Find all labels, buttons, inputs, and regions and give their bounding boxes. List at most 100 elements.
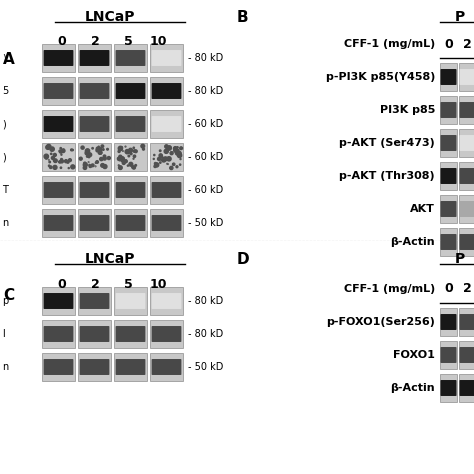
- FancyBboxPatch shape: [440, 314, 456, 330]
- Text: n: n: [2, 218, 8, 228]
- Circle shape: [63, 149, 64, 150]
- Bar: [114, 44, 147, 72]
- Bar: [42, 353, 75, 381]
- FancyBboxPatch shape: [440, 234, 456, 250]
- Text: C: C: [3, 288, 14, 303]
- Circle shape: [95, 162, 96, 163]
- Circle shape: [103, 155, 106, 157]
- Circle shape: [103, 164, 107, 169]
- Circle shape: [107, 156, 110, 160]
- Text: β-Actin: β-Actin: [391, 383, 435, 393]
- Circle shape: [83, 163, 87, 167]
- Circle shape: [88, 153, 91, 157]
- Circle shape: [121, 161, 123, 162]
- Bar: [459, 308, 474, 336]
- Circle shape: [132, 166, 136, 169]
- FancyBboxPatch shape: [152, 293, 182, 309]
- Circle shape: [88, 156, 90, 158]
- Bar: [459, 374, 474, 402]
- Bar: [114, 77, 147, 105]
- Circle shape: [175, 151, 179, 155]
- Text: FOXO1: FOXO1: [393, 350, 435, 360]
- Circle shape: [92, 147, 93, 149]
- Bar: [114, 287, 147, 315]
- FancyBboxPatch shape: [44, 359, 73, 375]
- Circle shape: [173, 163, 175, 165]
- Bar: [150, 209, 183, 237]
- Bar: [150, 287, 183, 315]
- Bar: [114, 143, 147, 171]
- Circle shape: [180, 147, 182, 150]
- Bar: [440, 96, 457, 124]
- FancyBboxPatch shape: [80, 182, 109, 198]
- Circle shape: [170, 152, 173, 155]
- Circle shape: [54, 159, 57, 163]
- Bar: [150, 320, 183, 348]
- Circle shape: [135, 150, 137, 153]
- Circle shape: [165, 145, 168, 148]
- Circle shape: [50, 147, 55, 151]
- Text: 2: 2: [463, 37, 472, 51]
- Bar: [114, 353, 147, 381]
- Text: - 60 kD: - 60 kD: [188, 152, 223, 162]
- Text: LNCaP: LNCaP: [85, 10, 135, 24]
- Circle shape: [72, 149, 73, 151]
- FancyBboxPatch shape: [44, 83, 73, 99]
- Text: 0: 0: [444, 37, 453, 51]
- Circle shape: [54, 154, 56, 156]
- Bar: [78, 44, 111, 72]
- Circle shape: [62, 149, 65, 153]
- Circle shape: [99, 150, 100, 151]
- Bar: [459, 96, 474, 124]
- Circle shape: [118, 158, 120, 160]
- Circle shape: [133, 147, 135, 148]
- FancyBboxPatch shape: [152, 326, 182, 342]
- Bar: [440, 374, 457, 402]
- Text: CFF-1 (mg/mL): CFF-1 (mg/mL): [344, 284, 435, 294]
- Circle shape: [122, 162, 125, 164]
- Text: 0: 0: [58, 35, 66, 48]
- Bar: [42, 320, 75, 348]
- Circle shape: [46, 145, 50, 149]
- Bar: [150, 176, 183, 204]
- Text: ): ): [2, 119, 6, 129]
- Text: - 80 kD: - 80 kD: [188, 329, 223, 339]
- Circle shape: [99, 151, 102, 154]
- Bar: [150, 353, 183, 381]
- Circle shape: [167, 146, 171, 150]
- Text: 2: 2: [91, 35, 100, 48]
- Bar: [440, 308, 457, 336]
- Bar: [440, 162, 457, 190]
- Circle shape: [98, 151, 102, 154]
- Text: P: P: [455, 10, 465, 24]
- Circle shape: [129, 152, 131, 154]
- Bar: [78, 287, 111, 315]
- Bar: [78, 143, 111, 171]
- Circle shape: [67, 161, 69, 163]
- Circle shape: [170, 166, 173, 170]
- Circle shape: [177, 153, 182, 157]
- FancyBboxPatch shape: [440, 380, 456, 396]
- FancyBboxPatch shape: [440, 135, 456, 151]
- FancyBboxPatch shape: [44, 326, 73, 342]
- Circle shape: [164, 149, 168, 154]
- Circle shape: [48, 165, 50, 166]
- Text: A: A: [3, 52, 15, 67]
- Circle shape: [89, 165, 91, 167]
- Circle shape: [98, 146, 99, 147]
- Circle shape: [120, 146, 122, 148]
- Text: P: P: [455, 252, 465, 266]
- Bar: [78, 176, 111, 204]
- Circle shape: [51, 150, 52, 151]
- Circle shape: [46, 145, 51, 149]
- Circle shape: [61, 151, 63, 153]
- Circle shape: [143, 148, 145, 150]
- FancyBboxPatch shape: [80, 326, 109, 342]
- FancyBboxPatch shape: [459, 201, 474, 217]
- FancyBboxPatch shape: [80, 83, 109, 99]
- Text: - 80 kD: - 80 kD: [188, 296, 223, 306]
- Circle shape: [96, 149, 99, 152]
- Bar: [42, 77, 75, 105]
- Text: - 60 kD: - 60 kD: [188, 119, 223, 129]
- Circle shape: [118, 146, 123, 151]
